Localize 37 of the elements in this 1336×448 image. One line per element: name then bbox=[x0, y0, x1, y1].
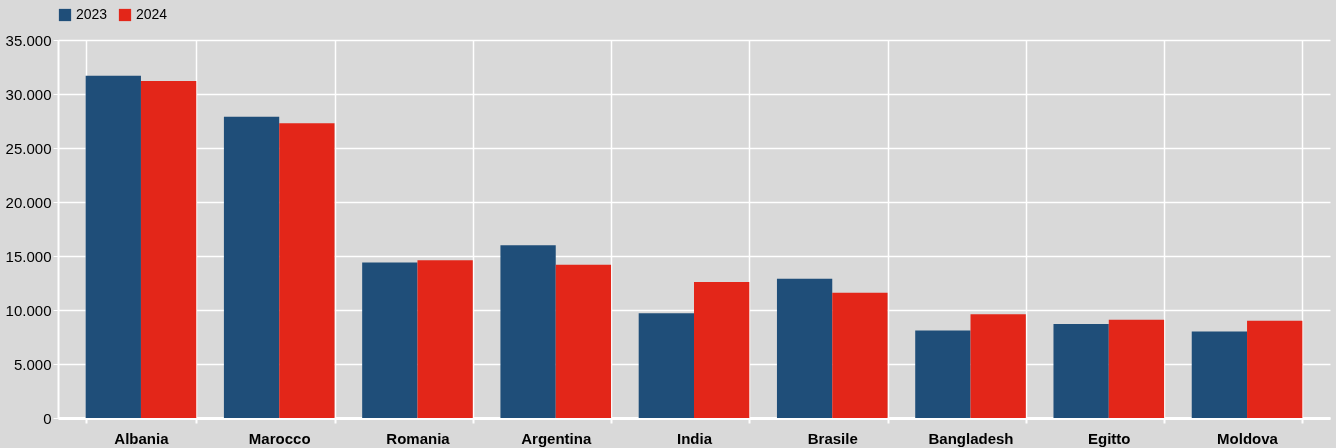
y-tick-label: 15.000 bbox=[5, 247, 52, 265]
bar bbox=[500, 245, 556, 418]
bar bbox=[832, 292, 888, 418]
bar bbox=[1191, 331, 1248, 418]
bar bbox=[223, 116, 280, 418]
y-tick-label: 0 bbox=[43, 409, 52, 427]
x-tick-label: Moldova bbox=[1217, 429, 1279, 447]
bar bbox=[1108, 319, 1165, 418]
y-tick-label: 25.000 bbox=[5, 139, 52, 157]
bar bbox=[776, 278, 833, 418]
x-tick-label: Bangladesh bbox=[928, 429, 1014, 447]
bar bbox=[140, 81, 197, 418]
bar bbox=[638, 313, 694, 418]
y-tick-label: 10.000 bbox=[5, 301, 52, 319]
bar bbox=[694, 281, 750, 418]
x-tick-label: Argentina bbox=[521, 429, 592, 447]
y-tick-label: 5.000 bbox=[13, 355, 52, 373]
bar bbox=[362, 262, 418, 418]
bar bbox=[417, 260, 473, 418]
bar bbox=[1053, 324, 1109, 418]
legend-label: 2023 bbox=[76, 6, 108, 22]
bar bbox=[1247, 320, 1303, 418]
x-tick-label: Albania bbox=[114, 429, 170, 447]
legend-label: 2024 bbox=[136, 6, 168, 22]
y-tick-label: 30.000 bbox=[5, 85, 52, 103]
bar bbox=[970, 314, 1026, 418]
bar bbox=[279, 123, 335, 418]
bar bbox=[85, 75, 141, 418]
x-tick-label: India bbox=[676, 429, 713, 447]
bar bbox=[915, 330, 971, 418]
x-tick-label: Brasile bbox=[807, 429, 858, 447]
x-tick-label: Marocco bbox=[248, 429, 311, 447]
bar bbox=[555, 264, 612, 418]
x-tick-label: Romania bbox=[386, 429, 451, 447]
y-tick-label: 35.000 bbox=[5, 31, 52, 49]
y-tick-label: 20.000 bbox=[5, 193, 52, 211]
x-tick-label: Egitto bbox=[1088, 429, 1131, 447]
